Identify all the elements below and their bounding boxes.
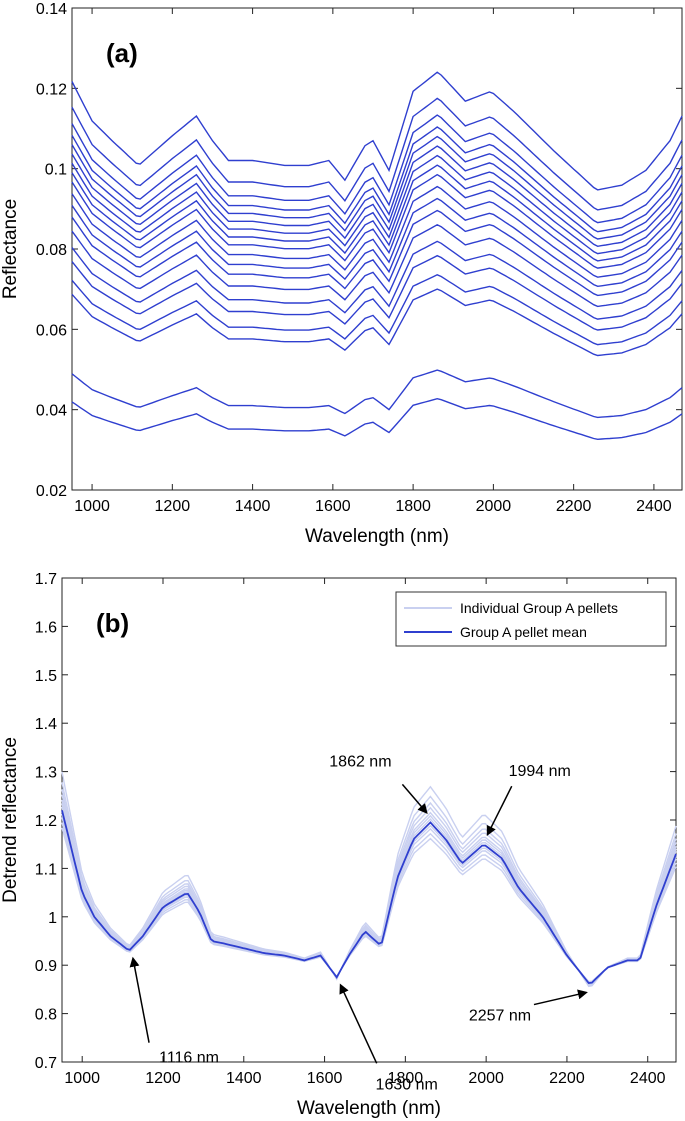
- x-tick-label: 1800: [388, 1070, 424, 1087]
- panel-b-ylabel: Detrend reflectance: [0, 737, 21, 903]
- x-tick-label: 2400: [630, 1070, 666, 1087]
- annotation-arrow: [486, 785, 513, 836]
- y-tick-label: 0.1: [45, 162, 67, 179]
- x-tick-label: 2000: [468, 1070, 504, 1087]
- x-tick-label: 1200: [145, 1070, 181, 1087]
- y-tick-label: 0.08: [36, 242, 67, 259]
- y-tick-label: 0.02: [36, 483, 67, 500]
- panel-b-xlabel: Wavelength (nm): [297, 1098, 441, 1119]
- panel-a-xlabel: Wavelength (nm): [305, 526, 449, 547]
- mean-line: [61, 810, 677, 984]
- x-tick-label: 1400: [226, 1070, 262, 1087]
- x-tick-label: 1600: [307, 1070, 343, 1087]
- spectrum-line: [71, 254, 683, 331]
- x-tick-label: 1800: [395, 498, 431, 515]
- y-tick-label: 0.7: [35, 1055, 57, 1072]
- spectrum-line: [71, 224, 683, 308]
- x-tick-label: 1400: [235, 498, 271, 515]
- spectrum-line: [71, 97, 683, 211]
- legend-individual-label: Individual Group A pellets: [460, 600, 618, 616]
- panel-a-ylabel: Reflectance: [0, 199, 21, 299]
- y-tick-label: 1.7: [35, 571, 57, 588]
- spectrum-line: [71, 126, 683, 233]
- spectrum-line: [71, 164, 683, 262]
- annotation-arrow: [533, 989, 588, 1006]
- y-tick-label: 1.6: [35, 619, 57, 636]
- spectrum-line: [71, 288, 683, 357]
- y-tick-label: 0.04: [36, 403, 67, 420]
- x-tick-label: 1200: [155, 498, 191, 515]
- x-tick-label: 2200: [549, 1070, 585, 1087]
- x-tick-label: 2200: [556, 498, 592, 515]
- panel-b-series: [61, 771, 677, 988]
- panel-a-ticks: 1000 1200 1400 1600 1800 2000 2200 2400 0.02 0.04…: [36, 1, 682, 515]
- y-tick-label: 1.5: [35, 668, 57, 685]
- annotation-label: 1994 nm: [509, 763, 571, 780]
- panel-b-legend: Individual Group A pellets Group A pelle…: [395, 591, 667, 647]
- legend-mean-label: Group A pellet mean: [460, 624, 587, 640]
- panel-b-plot-area: [61, 577, 677, 1063]
- spectrum-line: [71, 397, 683, 441]
- annotation-arrow: [339, 983, 378, 1064]
- annotation-label: 2257 nm: [469, 1008, 531, 1025]
- panel-b: 1000 1200 1400 1600 1800 2000 2200 2400 0.7 0.8 0.…: [0, 571, 677, 1119]
- x-tick-label: 2000: [476, 498, 512, 515]
- spectrum-line: [71, 154, 683, 255]
- spectrum-line: [71, 197, 683, 288]
- annotation-label: 1630 nm: [376, 1076, 438, 1093]
- panel-b-label: (b): [96, 608, 129, 638]
- annotation-label: 1862 nm: [329, 753, 391, 770]
- y-tick-label: 1.4: [35, 716, 57, 733]
- y-tick-label: 1.3: [35, 765, 57, 782]
- legend-box: [395, 591, 667, 647]
- y-tick-label: 0.14: [36, 1, 67, 18]
- annotation-arrow: [129, 956, 150, 1043]
- y-tick-label: 0.06: [36, 322, 67, 339]
- y-tick-label: 0.9: [35, 958, 57, 975]
- x-tick-label: 1000: [64, 1070, 100, 1087]
- spectrum-line: [71, 240, 683, 320]
- spectrum-line: [71, 185, 683, 278]
- spectrum-line: [71, 209, 683, 297]
- spectrum-line: [71, 135, 683, 240]
- spectrum-line: [71, 71, 683, 191]
- y-tick-label: 1: [48, 910, 57, 927]
- annotation-arrow: [401, 783, 428, 814]
- x-tick-label: 1600: [315, 498, 351, 515]
- x-tick-label: 1000: [74, 498, 110, 515]
- panel-a: 1000 1200 1400 1600 1800 2000 2200 2400 0.02 0.04…: [0, 1, 683, 547]
- panel-b-annotations: 1116 nm 1630 nm 1862 nm 1994 nm 2257 nm: [129, 753, 588, 1093]
- spectrum-line: [71, 274, 683, 346]
- spectrum-line: [71, 145, 683, 248]
- spectrum-line: [71, 173, 683, 269]
- spectrum-line: [71, 114, 683, 224]
- panel-b-ticks: 1000 1200 1400 1600 1800 2000 2200 2400 0.7 0.8 0.…: [35, 571, 676, 1087]
- annotation-label: 1116 nm: [159, 1050, 219, 1067]
- y-tick-label: 1.1: [35, 861, 57, 878]
- y-tick-label: 1.2: [35, 813, 57, 830]
- spectrum-line: [71, 369, 683, 419]
- panel-a-series: [71, 71, 683, 441]
- y-tick-label: 0.12: [36, 81, 67, 98]
- x-tick-label: 2400: [636, 498, 672, 515]
- panel-a-label: (a): [106, 38, 138, 68]
- y-tick-label: 0.8: [35, 1007, 57, 1024]
